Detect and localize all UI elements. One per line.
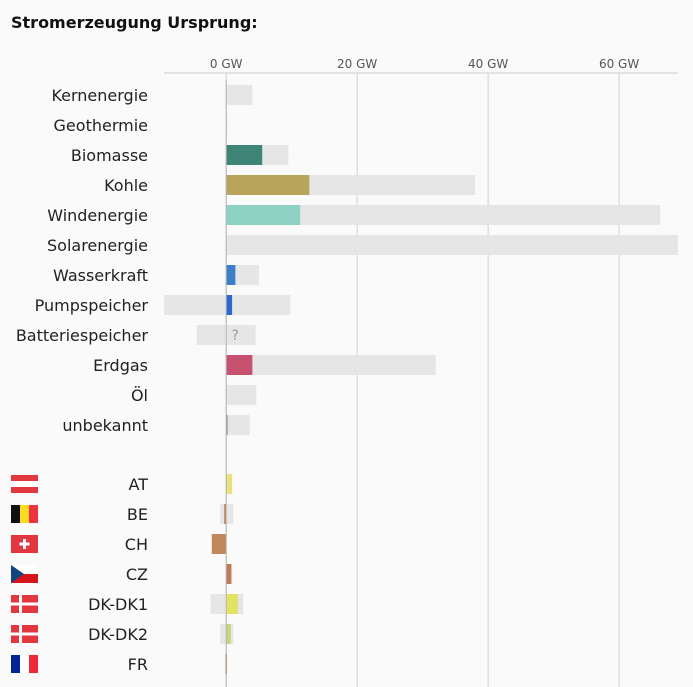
flag-triangle [11,565,24,583]
flag-stripe [20,655,29,673]
value-bar [226,265,236,285]
value-bar [226,295,233,315]
source-row: Biomasse [71,145,289,165]
cz-flag [11,565,38,583]
flag-stripe [11,655,20,673]
chart-title: Stromerzeugung Ursprung: [11,13,258,32]
country-row: CH [11,534,227,554]
exchange-value-bar [226,594,238,614]
capacity-range-bar [226,205,661,225]
exchange-value-bar [226,474,233,494]
x-tick-label: 0 GW [210,57,243,71]
capacity-range-bar [226,415,250,435]
country-label: DK-DK2 [88,625,148,644]
country-label: FR [128,655,148,674]
source-row: Wasserkraft [53,265,259,285]
be-flag [11,505,38,523]
source-row: Solarenergie [47,235,678,255]
dk-flag [11,595,38,613]
source-row: Geothermie [54,115,228,135]
fr-flag [11,655,38,673]
capacity-range-bar [226,385,257,405]
unknown-marker: ? [231,328,238,344]
flag-cross [11,602,38,606]
source-label: Geothermie [54,116,148,135]
flag-stripe [20,505,29,523]
country-row: FR [11,654,228,674]
source-label: Öl [131,386,148,405]
flag-stripe [11,574,38,583]
flag-stripe [11,565,38,574]
exchange-range-bar [220,504,234,524]
source-row: Pumpspeicher [35,295,291,315]
capacity-range-bar [226,355,436,375]
flag-stripe [11,475,38,481]
exchange-value-bar [226,624,231,644]
country-label: CZ [126,565,148,584]
country-row: DK-DK2 [11,624,234,644]
flag-stripe [11,481,38,487]
country-row: DK-DK1 [11,594,244,614]
source-row: Kohle [104,175,476,195]
source-label: Wasserkraft [53,266,148,285]
capacity-range-bar [226,115,228,135]
country-row: AT [11,474,233,494]
source-row: Erdgas [93,355,436,375]
source-label: Biomasse [71,146,148,165]
value-bar [226,175,310,195]
source-label: unbekannt [62,416,148,435]
source-label: Kernenergie [51,86,148,105]
source-label: Solarenergie [47,236,148,255]
at-flag [11,475,38,493]
flag-cross [11,632,38,636]
source-row: Batteriespeicher? [16,325,256,345]
country-label: AT [129,475,149,494]
source-label: Kohle [104,176,148,195]
country-label: CH [125,535,148,554]
exchange-value-bar [211,534,227,554]
country-row: BE [11,504,234,524]
country-label: DK-DK1 [88,595,148,614]
x-tick-label: 40 GW [468,57,508,71]
source-row: Kernenergie [51,85,253,105]
flag-stripe [29,505,38,523]
exchange-value-bar [224,504,227,524]
value-bar [226,205,301,225]
value-bar [226,145,263,165]
flag-stripe [11,487,38,493]
flag-stripe [11,505,20,523]
capacity-range-bar [226,235,678,255]
flag-cross [19,542,30,546]
flag-stripe [29,655,38,673]
source-row: unbekannt [62,415,250,435]
country-row: CZ [11,564,232,584]
dk-flag [11,625,38,643]
ch-flag [11,535,38,553]
source-label: Batteriespeicher [16,326,149,345]
capacity-range-bar [226,85,253,105]
exchange-value-bar [226,564,232,584]
x-tick-label: 20 GW [337,57,377,71]
source-row: Öl [131,385,257,405]
source-row: Windenergie [47,205,661,225]
x-tick-label: 60 GW [599,57,639,71]
value-bar [226,355,253,375]
country-label: BE [127,505,148,524]
source-label: Windenergie [47,206,148,225]
source-label: Pumpspeicher [35,296,149,315]
source-label: Erdgas [93,356,148,375]
value-bar [226,415,228,435]
